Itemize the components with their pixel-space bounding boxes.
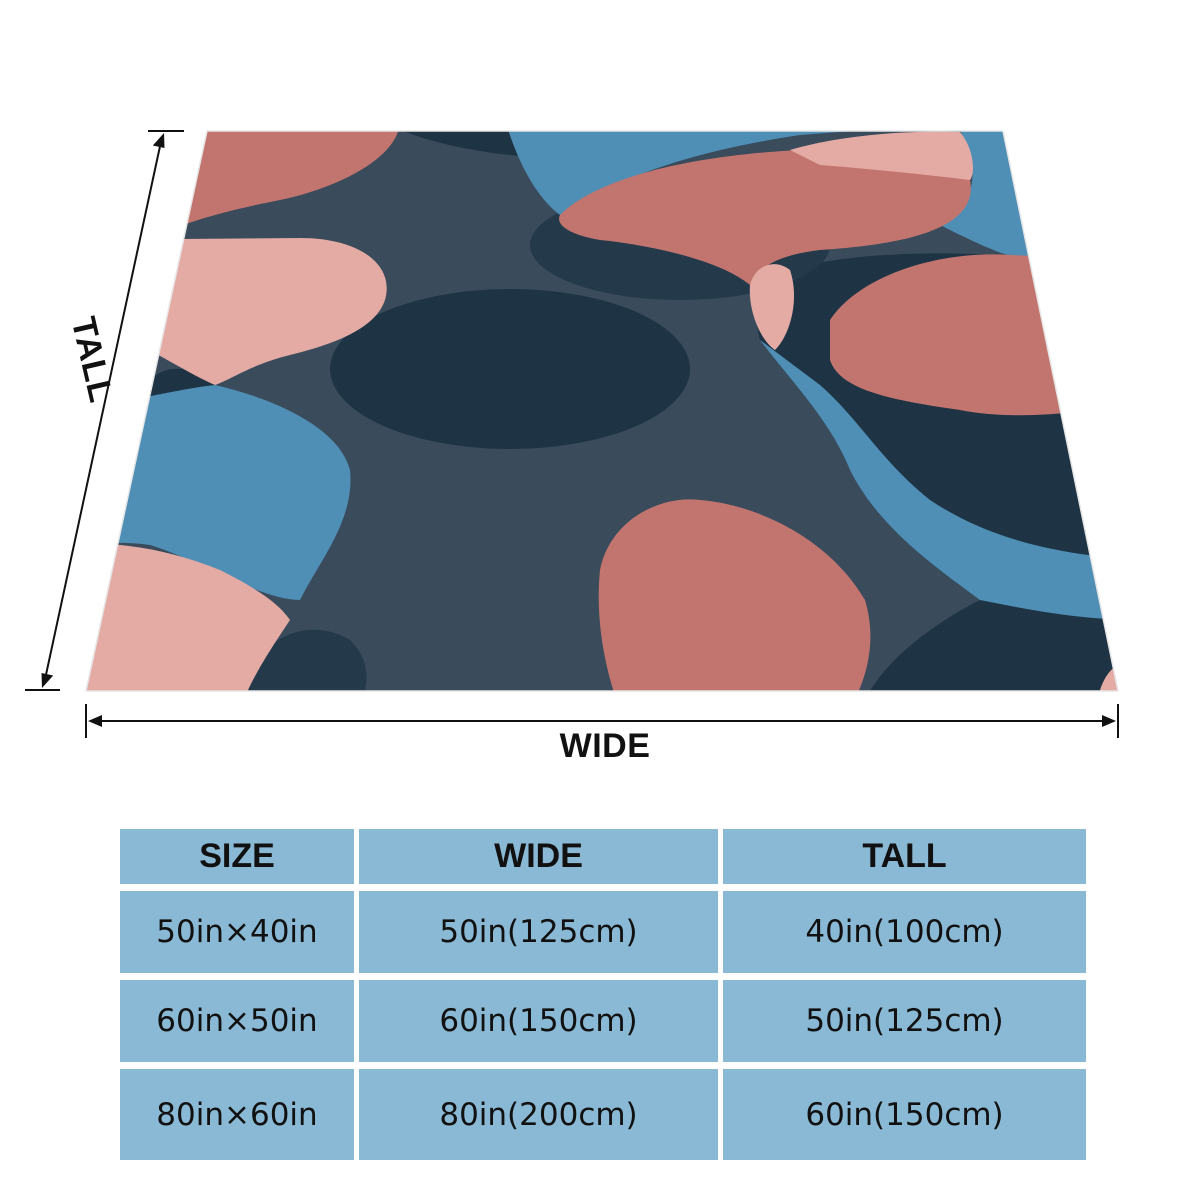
coral-shape-top-right — [559, 150, 971, 285]
table-cell-wide: 80in(200cm) — [359, 1069, 718, 1160]
header-tall: TALL — [723, 829, 1086, 884]
table-cell-tall: 50in(125cm) — [723, 980, 1086, 1062]
table-cell-wide: 60in(150cm) — [359, 980, 718, 1062]
pink-shape-mid-right — [749, 264, 795, 350]
blanket-illustration — [25, 130, 1119, 738]
table-cell-size: 60in×50in — [120, 980, 354, 1062]
tall-dimension-arrow — [25, 130, 184, 691]
blanket — [86, 131, 1118, 691]
table-cell-wide: 50in(125cm) — [359, 891, 718, 973]
blanket-outline — [85, 130, 1119, 692]
header-wide: WIDE — [359, 829, 718, 884]
blue-shape-top — [505, 131, 1000, 215]
coral-shape-bottom-center — [598, 499, 871, 691]
pink-shape-corner-right — [1100, 665, 1118, 691]
size-table: SIZE WIDE TALL 50in×40in 50in(125cm) 40i… — [120, 829, 1086, 1160]
wide-dimension-arrow — [85, 704, 1119, 738]
navy-shape-bottom-left — [240, 629, 367, 691]
wide-label: WIDE — [559, 727, 651, 765]
pink-shape-top-right — [790, 131, 973, 180]
table-cell-size: 50in×40in — [120, 891, 354, 973]
pink-shape-bottom-left — [86, 543, 290, 691]
table-cell-size: 80in×60in — [120, 1069, 354, 1160]
navy-oval-center — [330, 289, 690, 449]
header-size: SIZE — [120, 829, 354, 884]
blue-ribbon-right — [760, 340, 1118, 620]
table-cell-tall: 40in(100cm) — [723, 891, 1086, 973]
table-cell-tall: 60in(150cm) — [723, 1069, 1086, 1160]
